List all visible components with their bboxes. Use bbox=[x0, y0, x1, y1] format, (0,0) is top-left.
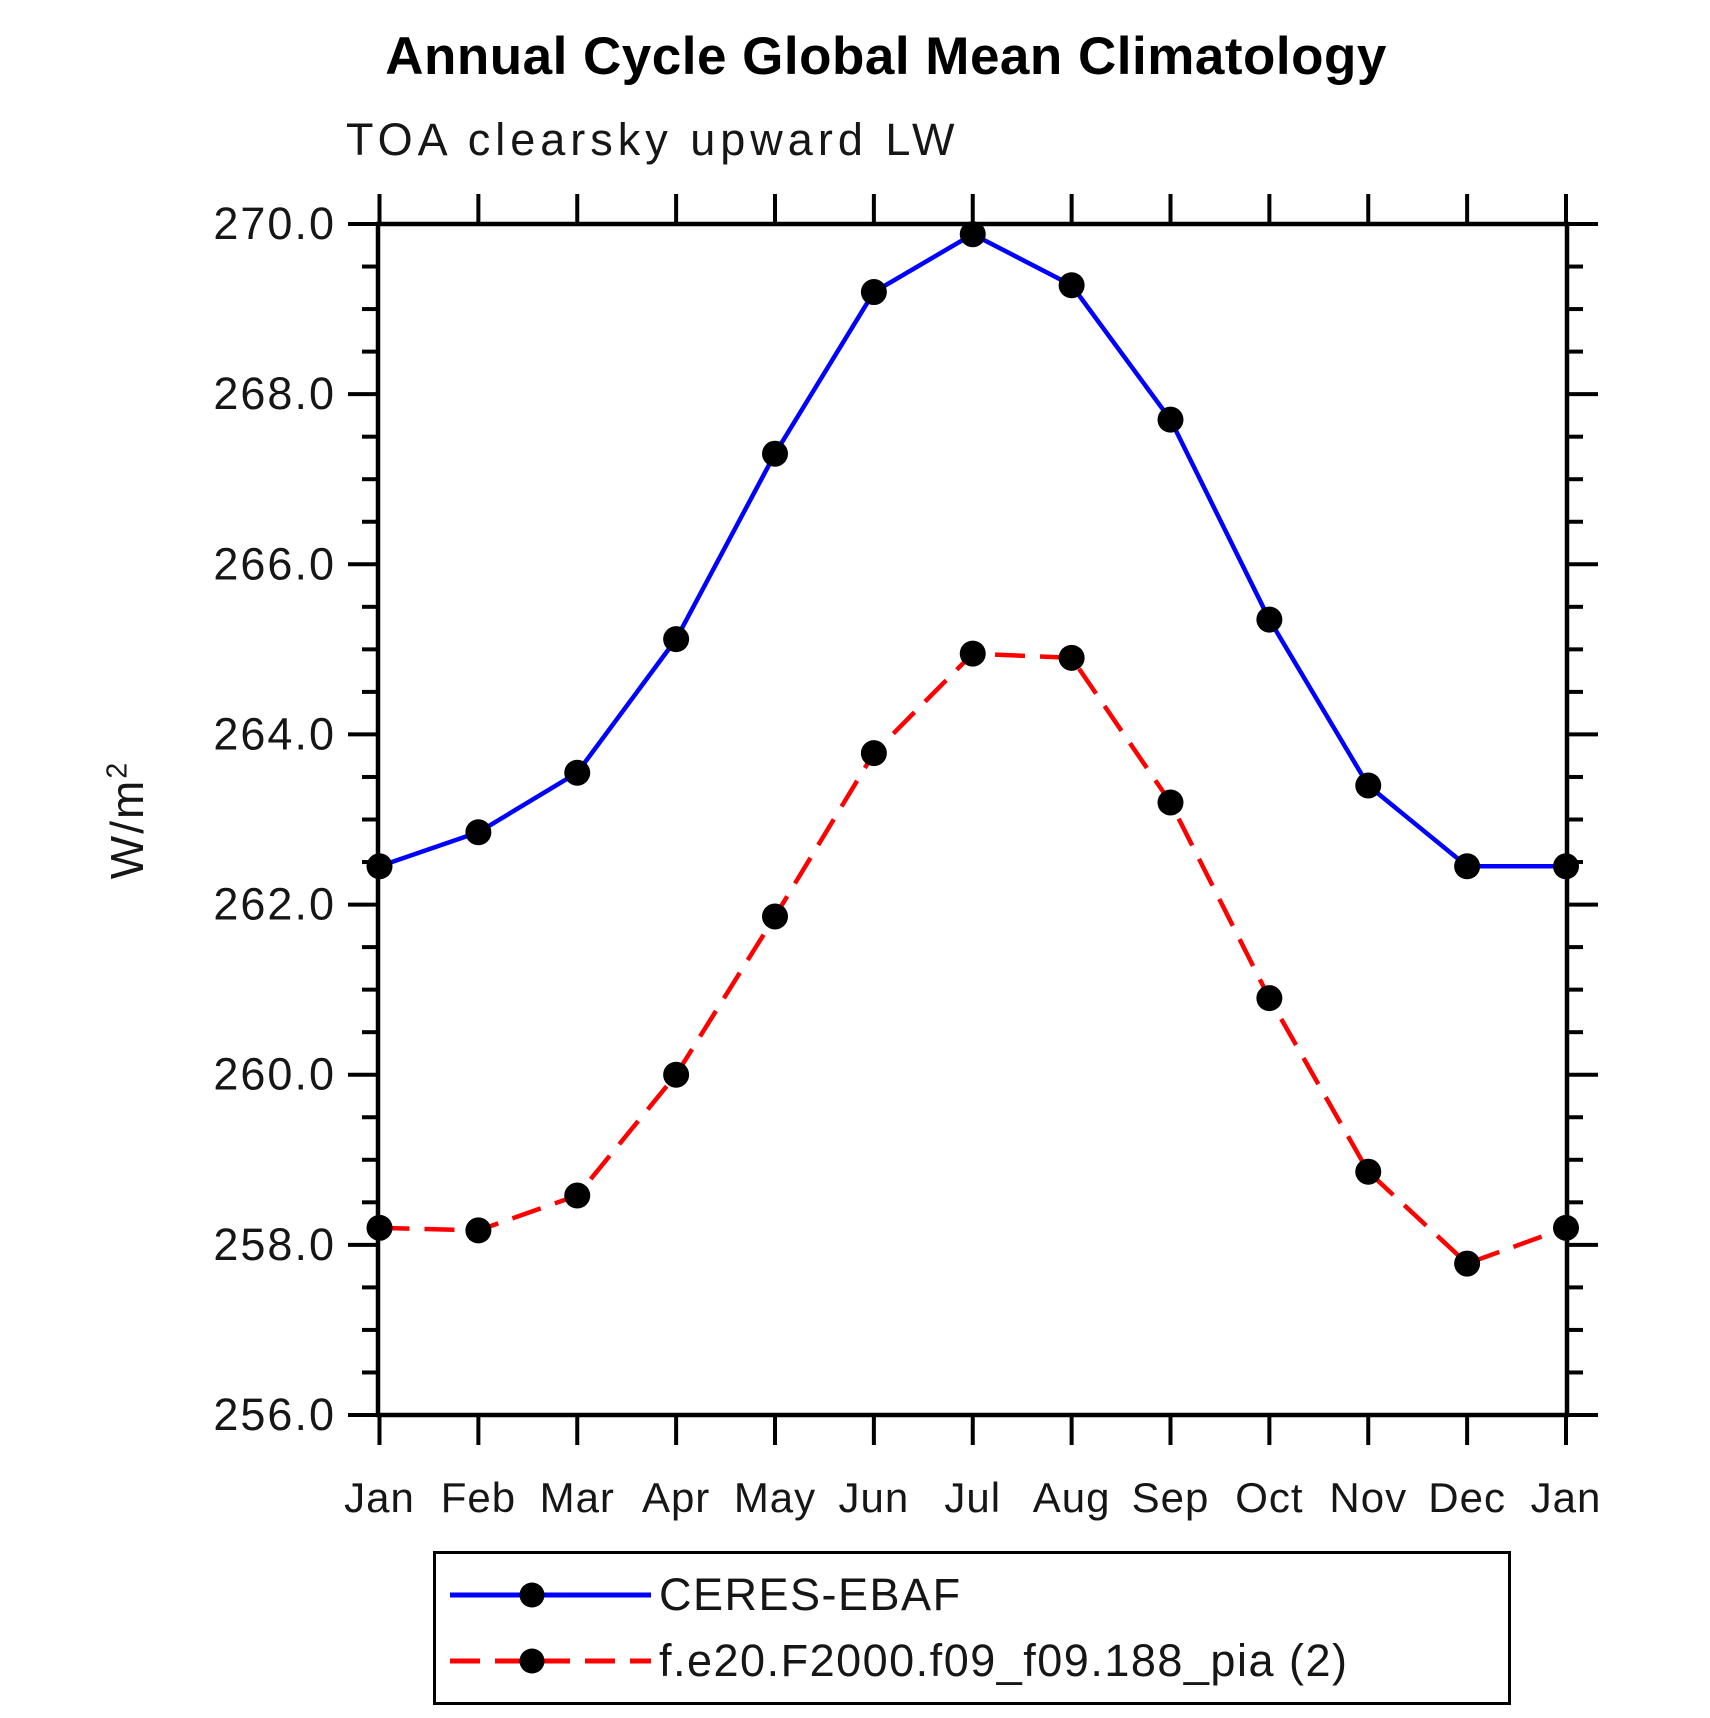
series-0-marker bbox=[1157, 406, 1184, 433]
x-tick-label: Jun bbox=[839, 1474, 910, 1521]
legend-box: CERES-EBAF f.e20.F2000.f09_f09.188_pia (2… bbox=[433, 1551, 1511, 1705]
x-tick-label: May bbox=[734, 1474, 816, 1521]
x-tick-label: Feb bbox=[441, 1474, 516, 1521]
series-1-line bbox=[379, 651, 1567, 1266]
series-0-marker bbox=[465, 819, 492, 846]
series-0-marker bbox=[1355, 772, 1382, 799]
series-1-marker bbox=[860, 740, 887, 767]
y-tick-label: 258.0 bbox=[213, 1219, 336, 1270]
legend-swatch-1 bbox=[450, 1648, 651, 1674]
y-tick-label: 256.0 bbox=[213, 1389, 336, 1440]
x-tick-label: Apr bbox=[642, 1474, 710, 1521]
legend-label-0: CERES-EBAF bbox=[659, 1568, 962, 1620]
series-0-marker bbox=[366, 853, 393, 880]
series-0-marker bbox=[564, 759, 591, 786]
chart-title: Annual Cycle Global Mean Climatology bbox=[385, 27, 1387, 86]
x-tick-label: Mar bbox=[540, 1474, 615, 1521]
y-tick-label: 270.0 bbox=[213, 198, 336, 249]
series-0-marker bbox=[1058, 272, 1085, 299]
series-1-marker bbox=[762, 903, 788, 930]
legend-swatch-0 bbox=[450, 1582, 651, 1608]
series-1-marker bbox=[564, 1182, 591, 1209]
legend-item-1: f.e20.F2000.f09_f09.188_pia (2) bbox=[448, 1635, 1508, 1687]
series-1-marker bbox=[663, 1061, 690, 1088]
series-0-marker bbox=[860, 279, 887, 306]
chart-subtitle: TOA clearsky upward LW bbox=[346, 114, 960, 165]
series-0-marker bbox=[1553, 853, 1579, 880]
series-0-line bbox=[378, 231, 1566, 869]
x-tick-label: Sep bbox=[1132, 1474, 1210, 1521]
series-1-marker bbox=[1058, 644, 1085, 671]
y-tick-label: 260.0 bbox=[213, 1049, 336, 1100]
series-1-marker bbox=[1454, 1250, 1481, 1277]
series-1-marker bbox=[1355, 1158, 1382, 1185]
series-1-marker bbox=[1553, 1214, 1579, 1241]
x-tick-label: Jul bbox=[944, 1474, 1001, 1521]
legend-item-0: CERES-EBAF bbox=[448, 1569, 1508, 1621]
series-1-marker bbox=[959, 640, 986, 667]
x-tick-label: Aug bbox=[1033, 1474, 1111, 1521]
series-1-marker bbox=[366, 1214, 393, 1241]
y-tick-label: 266.0 bbox=[213, 538, 336, 589]
legend-marker-0 bbox=[519, 1582, 545, 1608]
legend-marker-1 bbox=[519, 1648, 545, 1674]
series-0-marker bbox=[663, 626, 690, 653]
x-tick-label: Jan bbox=[344, 1474, 415, 1521]
y-tick-label: 268.0 bbox=[213, 368, 336, 419]
x-tick-label: Oct bbox=[1235, 1474, 1303, 1521]
series-1-marker bbox=[465, 1217, 492, 1244]
y-tick-label: 262.0 bbox=[213, 879, 336, 930]
plot-border bbox=[375, 221, 1570, 1418]
legend-label-1: f.e20.F2000.f09_f09.188_pia (2) bbox=[659, 1635, 1349, 1687]
series-0-marker bbox=[1256, 606, 1283, 633]
series-0-marker bbox=[762, 440, 788, 467]
y-tick-label: 264.0 bbox=[213, 708, 336, 759]
series-1-marker bbox=[1157, 789, 1184, 816]
series-1-marker bbox=[1256, 985, 1283, 1012]
x-tick-label: Nov bbox=[1329, 1474, 1407, 1521]
x-tick-label: Dec bbox=[1428, 1474, 1506, 1521]
series-0-marker bbox=[1454, 853, 1481, 880]
x-tick-label: Jan bbox=[1531, 1474, 1602, 1521]
series-0-marker bbox=[959, 221, 986, 248]
